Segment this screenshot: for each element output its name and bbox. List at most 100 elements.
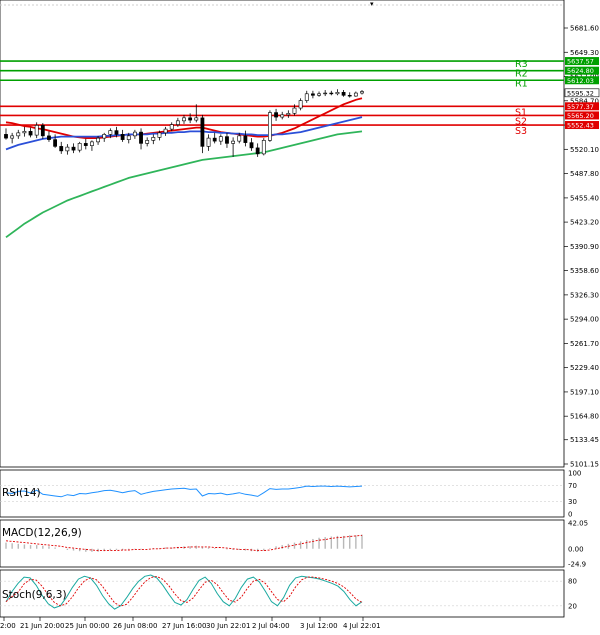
candle-bear <box>347 95 352 97</box>
candlesticks <box>4 89 364 157</box>
candle-bear <box>47 135 51 140</box>
candle-bear <box>274 112 278 118</box>
level-price-box <box>565 66 599 75</box>
candle-bear <box>139 131 143 144</box>
candle-bull <box>194 117 199 121</box>
candle-bull <box>206 137 211 147</box>
candle-bear <box>83 143 88 146</box>
current-price-box <box>564 88 600 98</box>
level-name-s1: S1 <box>515 107 527 118</box>
candle-bear <box>40 125 45 137</box>
candle-bull <box>34 125 39 136</box>
time-tick-label: 3 Jul 12:00 <box>300 622 338 630</box>
level-price-label: 5637.57 <box>567 58 594 66</box>
candle-bear <box>4 134 8 139</box>
candle-bull <box>157 132 162 138</box>
candle-bull <box>102 134 107 139</box>
time-tick-label: 4 Jul 22:01 <box>343 622 381 630</box>
candle-bull <box>182 117 186 122</box>
candle-bear <box>114 130 119 135</box>
candle-bear <box>225 136 229 144</box>
candle-bull <box>298 100 303 109</box>
candle-bear <box>59 146 64 152</box>
candle-bear <box>255 147 260 155</box>
candle-bull <box>126 135 131 140</box>
price-tick-label: 5390.90 <box>570 243 599 251</box>
candle-bear <box>341 91 346 96</box>
macd-tick-label: 0.00 <box>568 545 584 553</box>
current-price-marker: 5595.32 <box>564 88 600 98</box>
level-price-box <box>565 102 599 111</box>
candle-bear <box>329 92 334 95</box>
price-tick-label: 5520.10 <box>570 146 599 154</box>
price-tick-label: 5101.15 <box>570 461 599 469</box>
rsi-line <box>5 485 363 498</box>
level-price-label: 5565.20 <box>567 112 594 120</box>
macd-tick-label: 42.05 <box>568 520 588 528</box>
candle-bull <box>77 143 82 151</box>
candle-bull <box>65 146 70 152</box>
time-tick-label: 21 Jun 20:00 <box>20 622 64 630</box>
macd-panel-frame <box>0 519 565 568</box>
level-price-label: 5552.43 <box>567 122 594 130</box>
macd-signal-line <box>5 534 363 552</box>
price-tick-label: 5649.30 <box>570 49 599 57</box>
stoch-tick-label: 20 <box>568 602 577 610</box>
time-tick-label: 30 Jun 22:01 <box>206 622 250 630</box>
level-name-r2: R2 <box>515 69 528 80</box>
candle-bear <box>28 131 33 136</box>
candle-bull <box>323 92 328 95</box>
price-tick-label: 5261.70 <box>570 340 599 348</box>
candle-bull <box>304 93 309 101</box>
level-price-box <box>565 121 599 130</box>
price-tick-label: 5294.00 <box>570 316 599 324</box>
time-tick-label: 2:00 <box>0 622 16 630</box>
stoch-k-line <box>5 574 363 610</box>
ma-line-1 <box>5 116 363 151</box>
stoch-panel: 80 20 <box>0 574 577 610</box>
price-tick-label: 5487.80 <box>570 170 599 178</box>
stoch-tick-label: 80 <box>568 578 577 586</box>
pivot-levels: R3 5637.57 R2 5624.80 R1 5612.03 S1 5577.37 S2 55… <box>0 57 599 137</box>
candle-bull <box>175 120 180 125</box>
candle-bull <box>163 128 168 134</box>
candle-bull <box>151 137 156 141</box>
rsi-tick-label: 0 <box>568 511 572 519</box>
candle-bull <box>353 92 358 97</box>
time-tick-label: 26 Jun 08:00 <box>113 622 157 630</box>
candle-bear <box>71 146 76 151</box>
candle-bear <box>212 137 217 142</box>
candle-bear <box>243 135 248 143</box>
level-name-r1: R1 <box>515 78 528 89</box>
candle-bull <box>218 136 223 142</box>
price-tick-label: 5423.20 <box>570 219 599 227</box>
rsi-panel: 100 70 30 0 <box>0 470 581 519</box>
price-tick-label: 5229.40 <box>570 364 599 372</box>
price-panel-frame <box>0 0 565 468</box>
candle-bull <box>231 140 236 144</box>
rsi-label: RSI(14) <box>2 487 41 499</box>
price-tick-label: 5358.60 <box>570 267 599 275</box>
price-tick-label: 5584.70 <box>570 97 599 105</box>
time-tick-label: 25 Jun 00:00 <box>65 622 109 630</box>
level-price-label: 5624.80 <box>567 67 594 75</box>
stoch-label: Stoch(9,6,3) <box>2 589 67 601</box>
candle-bear <box>310 93 315 96</box>
time-tick-label: 27 Jun 16:00 <box>162 622 206 630</box>
candle-bull <box>317 93 321 96</box>
candle-bear <box>249 142 254 149</box>
stoch-panel-frame <box>0 569 565 618</box>
price-tick-label: 5197.10 <box>570 388 599 396</box>
candle-bull <box>261 140 266 155</box>
level-price-box <box>565 111 599 120</box>
ma-line-2 <box>5 130 363 239</box>
candle-bull <box>280 114 285 118</box>
candle-bear <box>53 139 58 147</box>
price-tick-label: 5133.45 <box>570 436 599 444</box>
candle-bull <box>145 140 150 144</box>
candle-bull <box>10 135 15 139</box>
rsi-tick-label: 70 <box>568 482 577 490</box>
level-name-s3: S3 <box>515 126 527 137</box>
price-tick-label: 5164.80 <box>570 413 599 421</box>
